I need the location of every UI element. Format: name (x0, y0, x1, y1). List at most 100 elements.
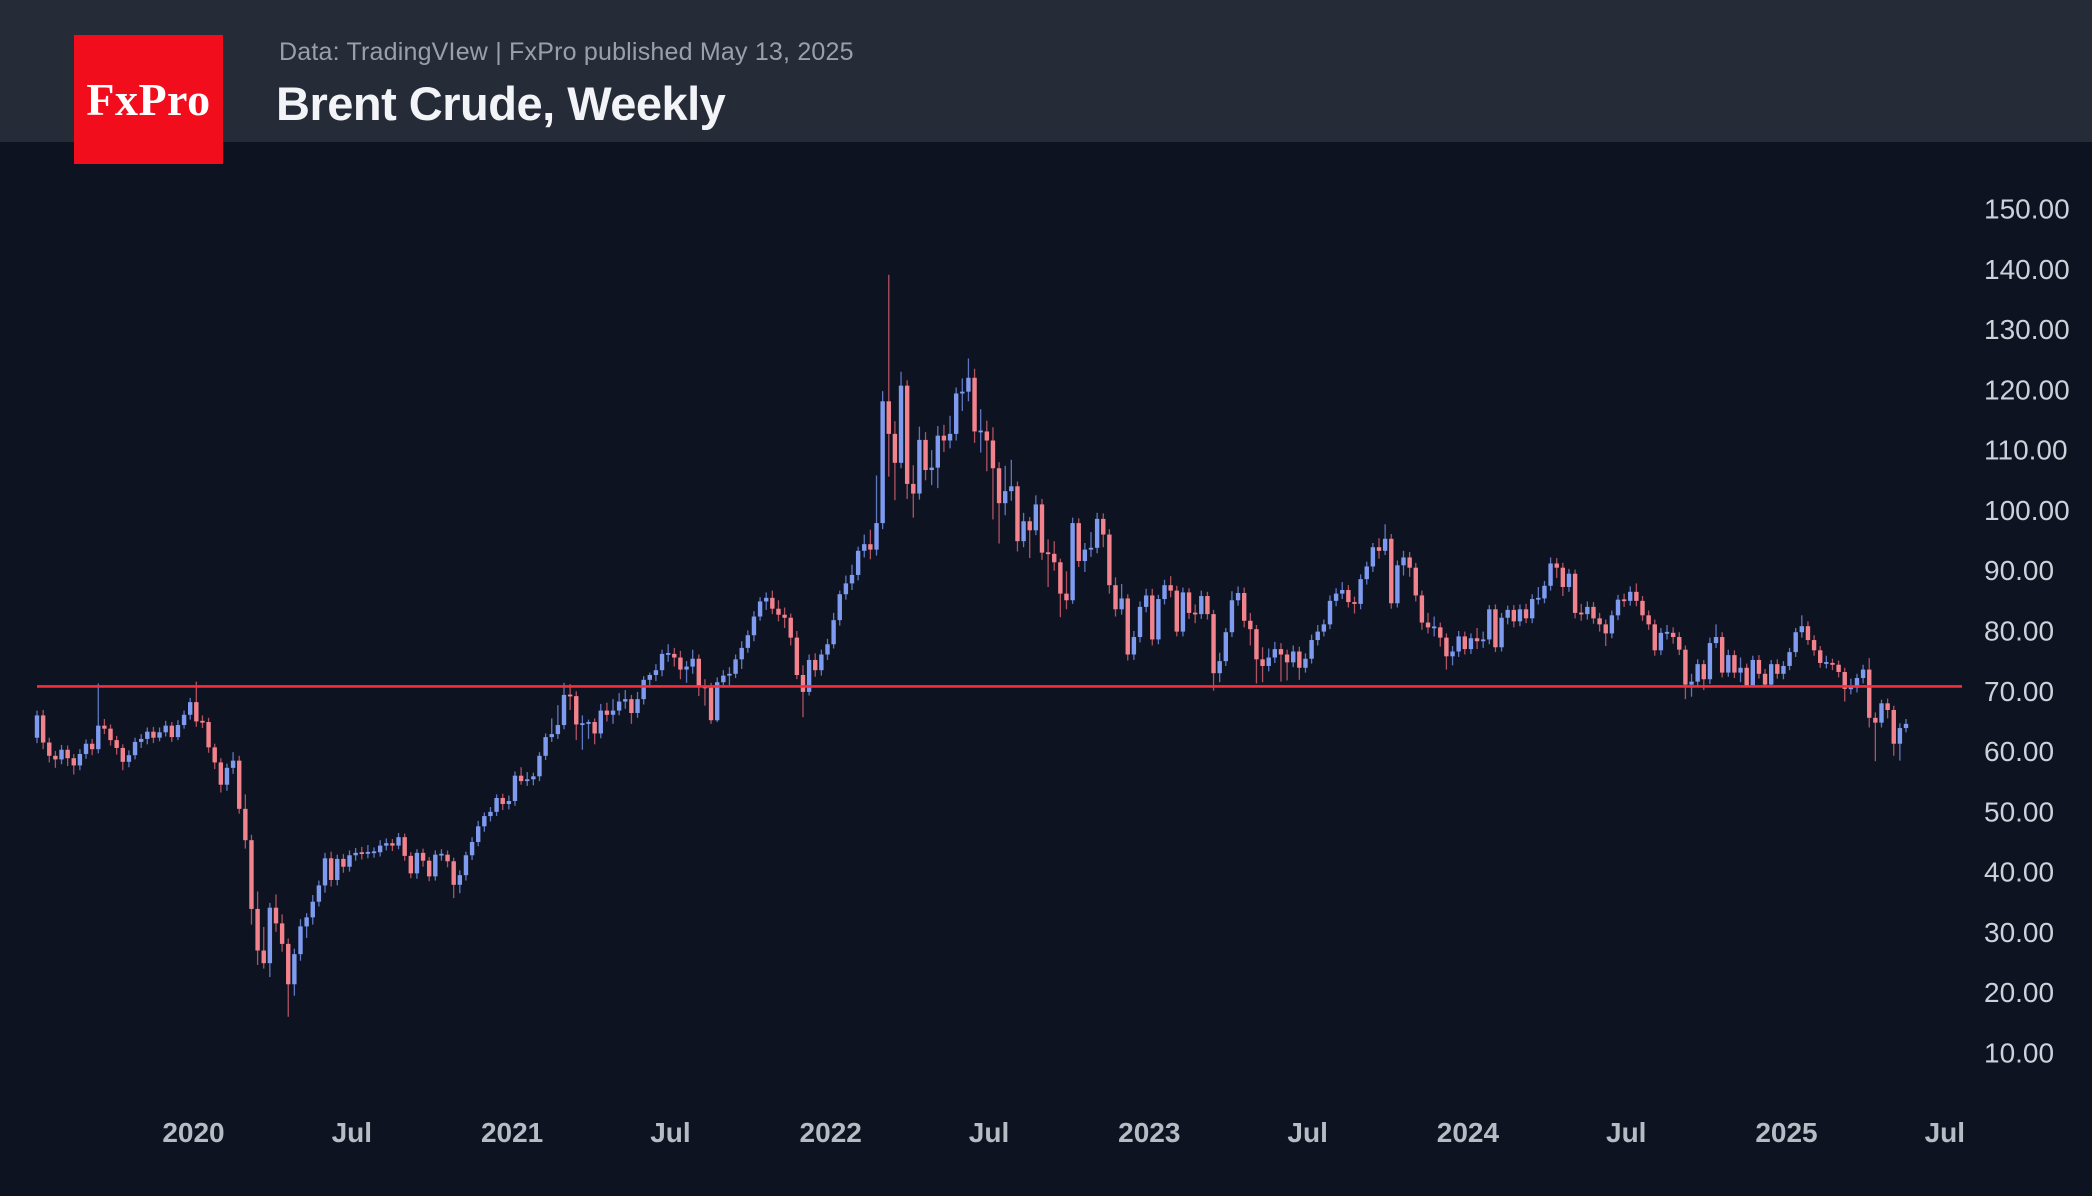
candle-body (862, 544, 867, 551)
candle-body (1352, 602, 1357, 604)
candle-body (408, 855, 413, 874)
candle-body (1897, 728, 1903, 744)
candle-body (200, 720, 205, 723)
candle-body (733, 659, 738, 674)
candle-body (1389, 538, 1394, 604)
candle-body (641, 679, 646, 700)
candle-body (1370, 547, 1376, 567)
chart-source-caption: Data: TradingVIew | FxPro published May … (279, 38, 854, 66)
candle-body (1793, 632, 1798, 653)
candle-body (414, 852, 420, 874)
candle-body (1683, 649, 1688, 685)
candle-body (892, 433, 898, 463)
candle-body (647, 675, 652, 680)
candle-body (1303, 658, 1308, 668)
candle-body (1401, 557, 1406, 566)
candle-body (433, 854, 438, 877)
candle-body (1395, 565, 1400, 604)
x-axis-label: 2020 (162, 1117, 224, 1148)
candle-body (187, 702, 193, 715)
candle-body (537, 755, 542, 777)
candle-body (1468, 638, 1474, 650)
candle-body (1364, 566, 1369, 580)
candle-body (1278, 649, 1284, 655)
candle-body (1272, 649, 1278, 658)
candle-body (813, 659, 818, 671)
candle-body (65, 749, 70, 759)
candle-body (1781, 665, 1786, 674)
y-axis-label: 40.00 (1984, 857, 2054, 888)
candle-body (175, 725, 181, 738)
candle-body (653, 670, 659, 676)
candle-body (1021, 521, 1026, 542)
candle-body (1879, 703, 1884, 723)
candle-body (586, 722, 591, 724)
candle-body (996, 468, 1002, 504)
candle-body (1756, 659, 1762, 674)
candle-body (1131, 637, 1137, 655)
candle-body (604, 710, 610, 715)
candle-body (629, 699, 634, 713)
candle-body (1199, 596, 1204, 615)
candle-body (1591, 606, 1596, 619)
candle-body (298, 926, 303, 955)
candle-body (335, 858, 340, 880)
candle-body (322, 858, 328, 886)
candle-body (1848, 687, 1854, 690)
candle-body (476, 826, 481, 842)
candle-body (1266, 657, 1271, 666)
candle-body (506, 801, 512, 805)
x-axis-label: 2023 (1118, 1117, 1180, 1148)
candle-body (132, 741, 138, 756)
candle-body (224, 767, 230, 785)
candle-body (1107, 534, 1112, 586)
candle-body (1634, 591, 1639, 601)
candle-body (1566, 573, 1572, 587)
candle-body (1064, 593, 1069, 601)
candle-body (1015, 486, 1020, 542)
candle-body (359, 852, 364, 855)
candle-body (1284, 654, 1290, 663)
x-axis-label: 2021 (481, 1117, 543, 1148)
x-axis-label: Jul (1925, 1117, 1965, 1148)
candle-body (1076, 523, 1081, 562)
candle-body (157, 732, 162, 738)
candle-body (745, 635, 751, 648)
candle-body (102, 725, 107, 729)
candle-body (659, 653, 665, 671)
candle-body (1009, 486, 1014, 492)
candle-body (1646, 615, 1651, 625)
candle-body (574, 696, 579, 725)
candle-body (500, 797, 505, 805)
candle-body (1143, 595, 1149, 607)
candle-body (1101, 518, 1106, 535)
candle-body (457, 875, 463, 885)
candle-body (966, 377, 971, 392)
candle-body (1707, 643, 1713, 680)
candle-body (555, 725, 561, 735)
candle-body (1340, 590, 1345, 594)
candle-body (1205, 596, 1210, 615)
candle-body (243, 808, 248, 841)
candle-body (1738, 667, 1743, 673)
candle-body (279, 923, 285, 944)
candle-body (396, 837, 401, 846)
candle-body (1530, 599, 1535, 619)
candle-body (1572, 573, 1578, 613)
candle-body (917, 439, 922, 494)
candle-body (1125, 598, 1130, 655)
candle-body (304, 917, 309, 927)
candle-body (825, 644, 830, 655)
candle-body (151, 731, 156, 738)
candle-body (1603, 624, 1608, 634)
candle-body (194, 702, 199, 722)
candle-body (1027, 521, 1032, 531)
candle-body (788, 617, 793, 638)
candle-body (911, 483, 916, 494)
candle-body (757, 601, 763, 617)
candle-body (1462, 636, 1467, 650)
candle-body (40, 715, 46, 743)
candle-body (218, 762, 224, 785)
candle-body (1254, 629, 1259, 660)
candle-body (261, 950, 266, 964)
